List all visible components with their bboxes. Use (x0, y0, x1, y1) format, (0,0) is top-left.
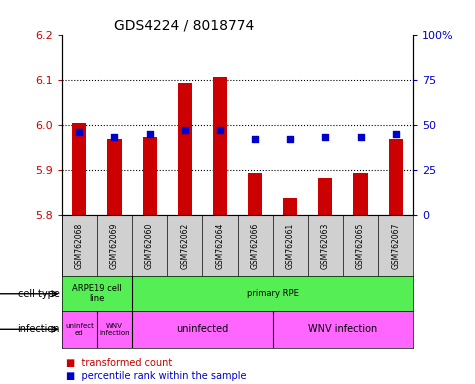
Point (286, 136, 294, 142)
Text: ■  transformed count: ■ transformed count (66, 358, 173, 368)
Text: WNV infection: WNV infection (308, 324, 378, 334)
Point (181, 127, 189, 133)
Point (251, 136, 259, 142)
Text: GSM762064: GSM762064 (216, 223, 224, 269)
Text: WNV
infection: WNV infection (99, 323, 130, 336)
Point (322, 134, 329, 141)
Text: ARPE19 cell
line: ARPE19 cell line (72, 284, 122, 303)
Text: ■  percentile rank within the sample: ■ percentile rank within the sample (66, 371, 247, 381)
Bar (353, 173, 368, 215)
Bar (248, 173, 262, 215)
Bar (72, 122, 86, 215)
Bar (318, 177, 332, 215)
Bar (107, 139, 122, 215)
Point (76, 129, 83, 135)
Text: primary RPE: primary RPE (247, 289, 299, 298)
Text: GSM762061: GSM762061 (286, 223, 294, 269)
Text: infection: infection (17, 324, 59, 334)
Text: uninfect
ed: uninfect ed (65, 323, 94, 336)
Point (357, 134, 364, 141)
Text: GSM762067: GSM762067 (391, 223, 400, 269)
Bar (283, 199, 297, 215)
Bar (389, 139, 403, 215)
Text: GSM762066: GSM762066 (251, 223, 259, 269)
Point (216, 127, 224, 133)
Text: uninfected: uninfected (176, 324, 228, 334)
Text: GDS4224 / 8018774: GDS4224 / 8018774 (114, 18, 255, 32)
Point (146, 131, 153, 137)
Point (111, 134, 118, 141)
Text: GSM762069: GSM762069 (110, 223, 119, 269)
Bar (142, 137, 157, 215)
Text: GSM762060: GSM762060 (145, 223, 154, 269)
Text: GSM762065: GSM762065 (356, 223, 365, 269)
Bar (213, 76, 227, 215)
Text: cell type: cell type (18, 289, 59, 299)
Point (392, 131, 399, 137)
Text: GSM762063: GSM762063 (321, 223, 330, 269)
Text: GSM762062: GSM762062 (180, 223, 189, 269)
Bar (178, 83, 192, 215)
Text: GSM762068: GSM762068 (75, 223, 84, 269)
